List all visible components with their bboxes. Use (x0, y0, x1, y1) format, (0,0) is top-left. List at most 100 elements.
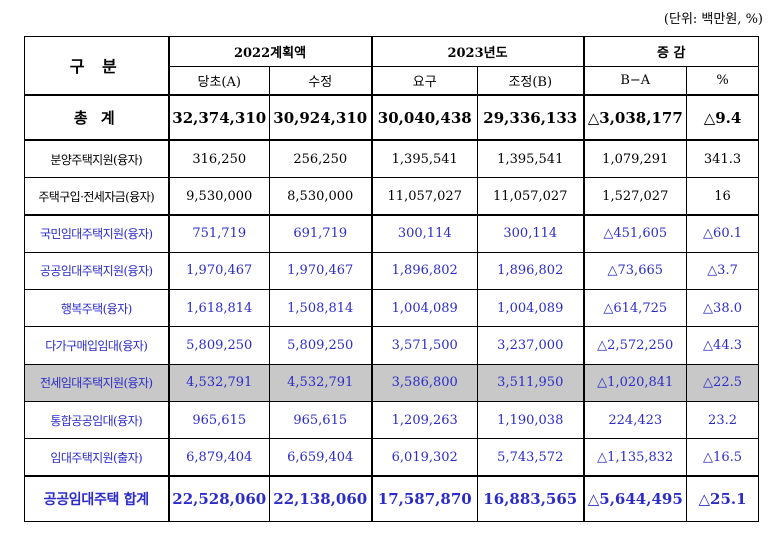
header-request: 요구 (371, 66, 478, 96)
table-row: 통합공공임대(융자) 965,615 965,615 1,209,263 1,1… (24, 400, 760, 440)
header-gubun: 구 분 (24, 35, 170, 96)
cell-request: 1,896,802 (371, 251, 478, 291)
cell-original-a: 1,618,814 (168, 288, 270, 328)
cell-b-minus-a: △5,644,495 (583, 474, 688, 522)
cell-adjusted-b: 1,190,038 (476, 400, 585, 440)
header-percent: % (686, 66, 760, 96)
row-label: 다가구매입임대(융자) (24, 326, 170, 365)
cell-adjusted-b: 5,743,572 (476, 438, 585, 477)
cell-request: 11,057,027 (371, 177, 478, 216)
cell-b-minus-a: △1,135,832 (583, 438, 688, 477)
cell-request: 1,209,263 (371, 400, 478, 440)
cell-b-minus-a: △614,725 (583, 288, 688, 328)
cell-b-minus-a: △2,572,250 (583, 326, 688, 365)
header-row-top: 구 분 2022계획액 2023년도 증 감 (24, 35, 760, 96)
cell-revised: 1,508,814 (269, 288, 373, 328)
table-row: 국민임대주택지원(융자) 751,719 691,719 300,114 300… (24, 213, 760, 253)
cell-request: 1,004,089 (371, 288, 478, 328)
table-row: 공공임대주택지원(융자) 1,970,467 1,970,467 1,896,8… (24, 251, 760, 291)
cell-percent: △44.3 (686, 326, 760, 365)
cell-original-a: 22,528,060 (168, 474, 270, 522)
row-label: 통합공공임대(융자) (24, 400, 170, 440)
cell-b-minus-a: △73,665 (583, 251, 688, 291)
cell-original-a: 5,809,250 (168, 326, 270, 365)
cell-revised: 5,809,250 (269, 326, 373, 365)
cell-percent: △16.5 (686, 438, 760, 477)
header-plan-2022: 2022계획액 (168, 35, 373, 68)
cell-revised: 4,532,791 (269, 363, 373, 402)
cell-percent: 16 (686, 177, 760, 216)
unit-note: (단위: 백만원, %) (663, 12, 763, 27)
cell-adjusted-b: 300,114 (476, 213, 585, 253)
header-adjusted-b: 조정(B) (476, 66, 585, 96)
cell-request: 30,040,438 (371, 93, 478, 141)
cell-revised: 30,924,310 (269, 93, 373, 141)
row-label: 행복주택(융자) (24, 288, 170, 328)
cell-revised: 1,970,467 (269, 251, 373, 291)
table-row: 임대주택지원(출자) 6,879,404 6,659,404 6,019,302… (24, 438, 760, 477)
cell-adjusted-b: 29,336,133 (476, 93, 585, 141)
cell-b-minus-a: △1,020,841 (583, 363, 688, 402)
cell-percent: △60.1 (686, 213, 760, 253)
cell-b-minus-a: 224,423 (583, 400, 688, 440)
cell-request: 17,587,870 (371, 474, 478, 522)
row-label: 총 계 (24, 93, 170, 141)
row-label: 임대주택지원(출자) (24, 438, 170, 477)
cell-b-minus-a: △451,605 (583, 213, 688, 253)
row-label: 전세임대주택지원(융자) (24, 363, 170, 402)
header-year-2023: 2023년도 (370, 35, 585, 68)
header-revised: 수정 (269, 66, 373, 96)
cell-adjusted-b: 1,004,089 (476, 288, 585, 328)
cell-adjusted-b: 11,057,027 (476, 177, 585, 216)
cell-percent: △38.0 (686, 288, 760, 328)
cell-b-minus-a: 1,527,027 (583, 177, 688, 216)
cell-revised: 965,615 (269, 400, 373, 440)
row-label: 국민임대주택지원(융자) (24, 213, 170, 253)
cell-original-a: 1,970,467 (168, 251, 270, 291)
cell-original-a: 6,879,404 (168, 438, 270, 477)
table-row: 다가구매입임대(융자) 5,809,250 5,809,250 3,571,50… (24, 326, 760, 365)
header-b-minus-a: B−A (583, 66, 688, 96)
cell-request: 3,571,500 (371, 326, 478, 365)
cell-original-a: 32,374,310 (168, 93, 270, 141)
table-row-highlighted: 전세임대주택지원(융자) 4,532,791 4,532,791 3,586,8… (24, 363, 760, 402)
table-row: 분양주택지원(융자) 316,250 256,250 1,395,541 1,3… (24, 139, 760, 179)
budget-table: 구 분 2022계획액 2023년도 증 감 당초(A) 수정 요구 조정(B)… (24, 35, 760, 522)
cell-original-a: 751,719 (168, 213, 270, 253)
table-row: 행복주택(융자) 1,618,814 1,508,814 1,004,089 1… (24, 288, 760, 328)
cell-percent: 23.2 (686, 400, 760, 440)
cell-original-a: 316,250 (168, 139, 270, 179)
cell-request: 300,114 (371, 213, 478, 253)
cell-b-minus-a: 1,079,291 (583, 139, 688, 179)
header-change: 증 감 (583, 35, 760, 68)
cell-revised: 22,138,060 (269, 474, 373, 522)
row-label: 분양주택지원(융자) (24, 139, 170, 179)
table-row: 주택구입·전세자금(융자) 9,530,000 8,530,000 11,057… (24, 177, 760, 216)
table-row-sum: 공공임대주택 합계 22,528,060 22,138,060 17,587,8… (24, 474, 760, 522)
cell-adjusted-b: 1,896,802 (476, 251, 585, 291)
cell-request: 3,586,800 (371, 363, 478, 402)
cell-percent: △3.7 (686, 251, 760, 291)
cell-adjusted-b: 1,395,541 (476, 139, 585, 179)
cell-b-minus-a: △3,038,177 (583, 93, 688, 141)
header-row-sub: 당초(A) 수정 요구 조정(B) B−A % (25, 66, 760, 96)
row-label: 공공임대주택지원(융자) (24, 251, 170, 291)
cell-adjusted-b: 3,511,950 (476, 363, 585, 402)
cell-original-a: 965,615 (168, 400, 270, 440)
cell-percent: 341.3 (686, 139, 760, 179)
cell-revised: 256,250 (269, 139, 373, 179)
cell-revised: 691,719 (269, 213, 373, 253)
cell-request: 1,395,541 (371, 139, 478, 179)
cell-adjusted-b: 16,883,565 (476, 474, 585, 522)
cell-request: 6,019,302 (371, 438, 478, 477)
cell-percent: △25.1 (686, 474, 760, 522)
header-original-a: 당초(A) (168, 66, 270, 96)
row-label: 주택구입·전세자금(융자) (24, 177, 170, 216)
cell-original-a: 4,532,791 (168, 363, 270, 402)
cell-adjusted-b: 3,237,000 (476, 326, 585, 365)
cell-percent: △22.5 (686, 363, 760, 402)
row-label: 공공임대주택 합계 (24, 474, 170, 522)
cell-original-a: 9,530,000 (168, 177, 270, 216)
cell-revised: 8,530,000 (269, 177, 373, 216)
cell-percent: △9.4 (686, 93, 760, 141)
